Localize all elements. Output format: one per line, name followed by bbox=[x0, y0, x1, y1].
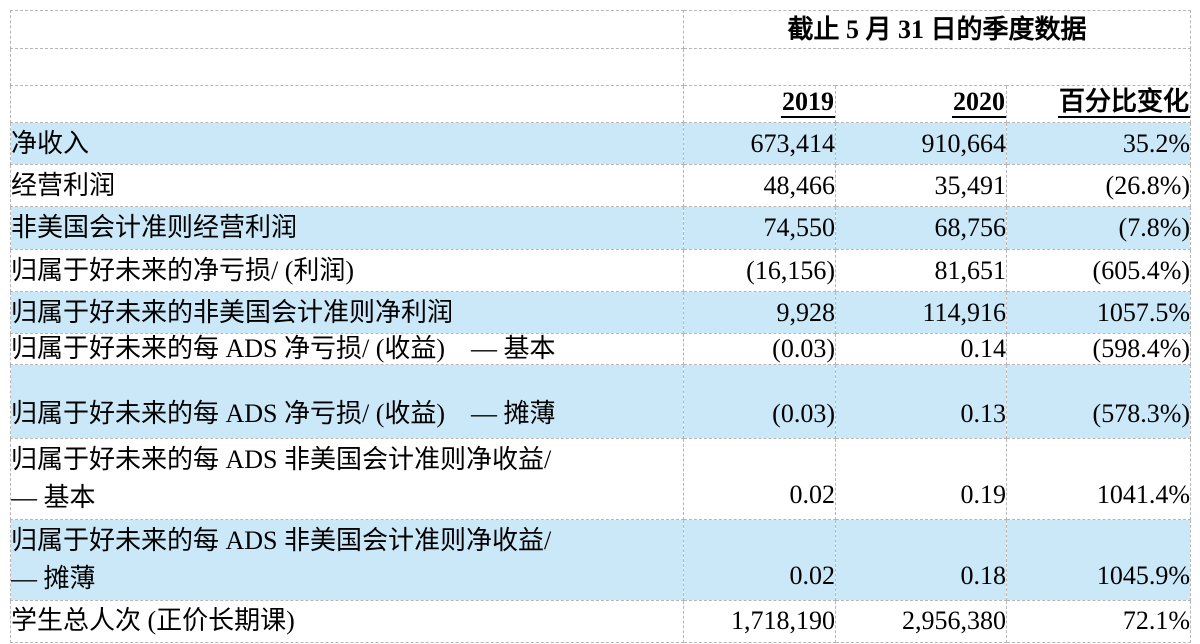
row-label: 经营利润 bbox=[10, 164, 684, 207]
empty-header-cell bbox=[10, 85, 684, 123]
value-2020: 2,956,380 bbox=[835, 599, 1007, 643]
value-2020: 0.19 bbox=[835, 437, 1007, 520]
value-2019: 0.02 bbox=[683, 437, 836, 520]
table-row: 归属于好未来的每 ADS 非美国会计准则净收益/ — 摊薄 0.02 0.18 … bbox=[10, 518, 1192, 601]
row-label: 非美国会计准则经营利润 bbox=[10, 206, 684, 250]
col-header-pct-change: 百分比变化 bbox=[1058, 87, 1190, 118]
value-2020: 0.14 bbox=[835, 333, 1007, 365]
value-2020: 68,756 bbox=[835, 206, 1007, 250]
spacer-cell bbox=[10, 48, 684, 86]
value-2019: (0.03) bbox=[683, 363, 836, 439]
table-row: 归属于好未来的净亏损/ (利润) (16,156) 81,651 (605.4%… bbox=[10, 249, 1192, 292]
table-row: 归属于好未来的每 ADS 净亏损/ (收益) — 摊薄 (0.03) 0.13 … bbox=[10, 363, 1192, 439]
value-2020: 0.18 bbox=[835, 518, 1007, 601]
value-pct-change: 1057.5% bbox=[1005, 291, 1192, 334]
table-row: 归属于好未来的每 ADS 非美国会计准则净收益/ — 基本 0.02 0.19 … bbox=[10, 437, 1192, 520]
value-2020: 81,651 bbox=[835, 249, 1007, 292]
table-title: 截止 5 月 31 日的季度数据 bbox=[682, 10, 1192, 49]
quarterly-financials-table: 截止 5 月 31 日的季度数据 2019 2020 百分比变化 净收入 673… bbox=[10, 10, 1192, 643]
value-2019: 1,718,190 bbox=[683, 599, 836, 643]
value-2019: 48,466 bbox=[683, 164, 836, 207]
row-label: 归属于好未来的净亏损/ (利润) bbox=[10, 249, 684, 292]
row-label: 归属于好未来的非美国会计准则净利润 bbox=[10, 291, 684, 334]
col-header-2020: 2020 bbox=[952, 87, 1006, 118]
table-title-row: 截止 5 月 31 日的季度数据 bbox=[10, 10, 1192, 49]
value-pct-change: 35.2% bbox=[1005, 122, 1192, 165]
col-header-2019-cell: 2019 bbox=[683, 85, 836, 123]
row-label: 归属于好未来的每 ADS 净亏损/ (收益) — 基本 bbox=[10, 333, 684, 365]
value-pct-change: (7.8%) bbox=[1005, 206, 1192, 250]
row-label: 归属于好未来的每 ADS 非美国会计准则净收益/ — 摊薄 bbox=[10, 518, 684, 601]
col-header-2020-cell: 2020 bbox=[835, 85, 1007, 123]
value-pct-change: (578.3%) bbox=[1005, 363, 1192, 439]
table-row: 非美国会计准则经营利润 74,550 68,756 (7.8%) bbox=[10, 206, 1192, 250]
value-2019: 673,414 bbox=[683, 122, 836, 165]
col-header-2019: 2019 bbox=[781, 87, 835, 118]
spacer-row bbox=[10, 48, 1192, 86]
column-header-row: 2019 2020 百分比变化 bbox=[10, 85, 1192, 123]
value-2020: 0.13 bbox=[835, 363, 1007, 439]
row-label: 净收入 bbox=[10, 122, 684, 165]
table-row: 归属于好未来的每 ADS 净亏损/ (收益) — 基本 (0.03) 0.14 … bbox=[10, 333, 1192, 365]
value-2019: 9,928 bbox=[683, 291, 836, 334]
value-2019: (0.03) bbox=[683, 333, 836, 365]
row-label: 学生总人次 (正价长期课) bbox=[10, 599, 684, 643]
value-2020: 910,664 bbox=[835, 122, 1007, 165]
value-pct-change: (605.4%) bbox=[1005, 249, 1192, 292]
value-2019: 74,550 bbox=[683, 206, 836, 250]
spacer-cell bbox=[682, 48, 1192, 86]
value-pct-change: (26.8%) bbox=[1005, 164, 1192, 207]
col-header-pct-change-cell: 百分比变化 bbox=[1005, 85, 1192, 123]
value-2019: 0.02 bbox=[683, 518, 836, 601]
table-row: 学生总人次 (正价长期课) 1,718,190 2,956,380 72.1% bbox=[10, 599, 1192, 643]
value-2020: 114,916 bbox=[835, 291, 1007, 334]
value-2019: (16,156) bbox=[683, 249, 836, 292]
value-pct-change: 1045.9% bbox=[1005, 518, 1192, 601]
row-label: 归属于好未来的每 ADS 非美国会计准则净收益/ — 基本 bbox=[10, 437, 684, 520]
value-pct-change: 1041.4% bbox=[1005, 437, 1192, 520]
value-pct-change: 72.1% bbox=[1005, 599, 1192, 643]
table-row: 经营利润 48,466 35,491 (26.8%) bbox=[10, 164, 1192, 207]
value-pct-change: (598.4%) bbox=[1005, 333, 1192, 365]
table-row: 净收入 673,414 910,664 35.2% bbox=[10, 122, 1192, 165]
row-label: 归属于好未来的每 ADS 净亏损/ (收益) — 摊薄 bbox=[10, 363, 684, 439]
table-row: 归属于好未来的非美国会计准则净利润 9,928 114,916 1057.5% bbox=[10, 291, 1192, 334]
value-2020: 35,491 bbox=[835, 164, 1007, 207]
empty-corner-cell bbox=[10, 10, 684, 49]
